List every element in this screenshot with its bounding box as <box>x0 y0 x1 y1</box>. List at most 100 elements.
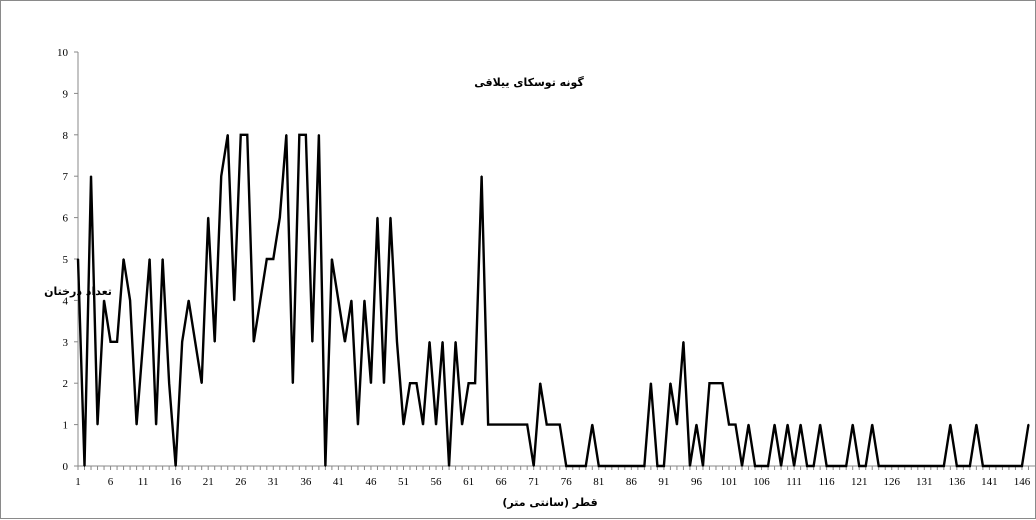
data-point <box>617 465 620 467</box>
data-point <box>350 299 353 302</box>
data-point <box>292 382 294 385</box>
data-point <box>402 423 405 426</box>
data-point <box>454 341 457 343</box>
data-point <box>956 465 958 467</box>
x-tick-label: 6 <box>108 476 114 488</box>
x-tick-label: 46 <box>365 476 377 488</box>
y-tick-label: 1 <box>63 420 69 432</box>
y-tick-label: 5 <box>63 254 69 266</box>
x-tick-label: 21 <box>203 476 214 488</box>
data-point <box>298 134 301 136</box>
data-point <box>903 465 906 467</box>
data-point <box>975 423 978 426</box>
data-point <box>773 423 776 426</box>
data-point <box>415 382 418 385</box>
data-point <box>747 423 750 426</box>
data-point <box>96 423 99 426</box>
data-point <box>318 134 320 136</box>
data-point <box>930 465 932 467</box>
y-tick-label: 3 <box>63 337 69 349</box>
data-point <box>265 258 268 260</box>
x-tick-label: 106 <box>753 476 770 488</box>
data-point <box>344 341 346 343</box>
data-point <box>565 465 568 467</box>
data-point <box>500 423 502 426</box>
y-axis-title: تعداد درختان <box>44 285 112 298</box>
data-point <box>819 423 821 426</box>
x-tick-label: 81 <box>593 476 604 488</box>
data-point <box>389 216 392 219</box>
data-point <box>936 465 939 467</box>
data-point <box>949 423 952 426</box>
data-point <box>624 465 626 467</box>
x-tick-label: 26 <box>235 476 247 488</box>
y-tick-label: 6 <box>63 213 69 225</box>
data-point <box>77 258 79 260</box>
x-tick-label: 36 <box>300 476 312 488</box>
data-point <box>83 465 86 467</box>
data-point <box>226 134 229 136</box>
data-point <box>109 341 112 343</box>
data-point <box>272 258 275 260</box>
data-point <box>702 465 704 467</box>
x-tick-label: 96 <box>691 476 703 488</box>
data-point <box>239 134 242 136</box>
data-point <box>526 423 528 426</box>
data-point <box>982 465 984 467</box>
x-tick-label: 51 <box>398 476 409 488</box>
data-point <box>122 258 125 260</box>
x-tick-label: 141 <box>981 476 998 488</box>
data-point <box>558 423 561 426</box>
data-point <box>728 423 730 426</box>
data-point <box>845 465 847 467</box>
data-point <box>116 341 118 343</box>
x-axis-title: قطر (سانتی متر) <box>502 496 597 509</box>
data-point <box>487 423 489 426</box>
data-point <box>877 465 880 467</box>
data-point <box>213 341 216 343</box>
y-axis-ticks: 0 1 2 3 4 5 6 7 8 9 10 <box>57 47 78 473</box>
data-point <box>148 258 151 260</box>
data-point <box>285 134 288 136</box>
data-point <box>832 465 834 467</box>
data-point <box>252 341 255 343</box>
data-point <box>448 465 450 467</box>
data-point <box>910 465 913 467</box>
y-tick-label: 2 <box>63 378 69 390</box>
x-tick-label: 126 <box>884 476 901 488</box>
data-point <box>689 465 691 467</box>
x-tick-label: 111 <box>786 476 802 488</box>
data-point <box>187 299 190 302</box>
data-point <box>194 341 196 343</box>
data-point <box>545 423 548 426</box>
data-point <box>1001 465 1004 467</box>
x-tick-label: 41 <box>333 476 344 488</box>
data-point <box>969 465 971 467</box>
data-point <box>591 423 594 426</box>
x-tick-label: 31 <box>268 476 279 488</box>
data-point <box>611 465 613 467</box>
data-point <box>220 175 223 177</box>
data-point <box>513 423 515 426</box>
data-point <box>480 175 483 177</box>
data-point <box>246 134 249 136</box>
data-point <box>734 423 737 426</box>
data-point <box>650 382 652 385</box>
data-point <box>767 465 769 467</box>
x-tick-label: 91 <box>658 476 669 488</box>
data-point <box>897 465 900 467</box>
data-point <box>363 299 366 302</box>
data-point <box>637 465 639 467</box>
y-tick-label: 7 <box>63 171 69 183</box>
x-tick-label: 66 <box>496 476 508 488</box>
series-line <box>76 133 1030 468</box>
data-point <box>630 465 633 467</box>
data-point <box>695 423 698 426</box>
data-point <box>337 299 340 302</box>
data-point <box>871 423 874 426</box>
data-point <box>812 465 815 467</box>
x-tick-label: 71 <box>528 476 539 488</box>
data-point <box>715 382 717 385</box>
